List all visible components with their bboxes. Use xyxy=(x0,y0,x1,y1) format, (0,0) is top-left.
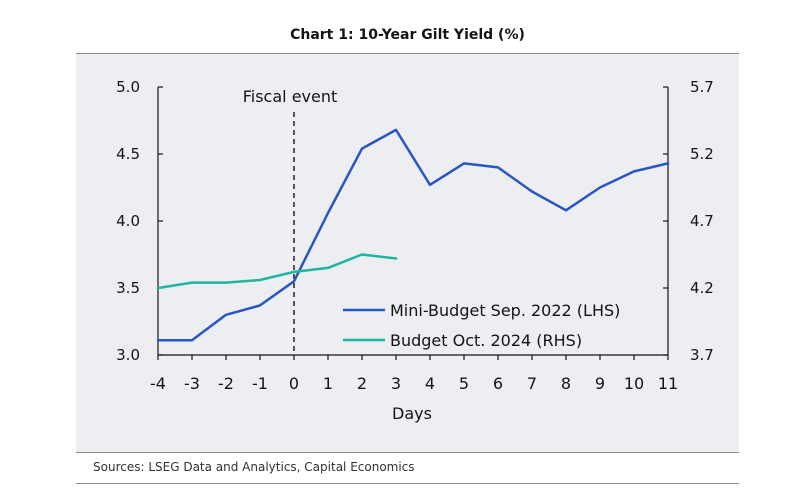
x-tick-label: 7 xyxy=(527,374,537,393)
y-left-tick-label: 3.0 xyxy=(116,346,140,364)
y-left-tick-label: 4.0 xyxy=(116,212,140,230)
y-right-tick-label: 5.2 xyxy=(690,145,714,163)
x-tick-label: 3 xyxy=(391,374,401,393)
y-right-tick-label: 4.2 xyxy=(690,279,714,297)
x-tick-label: 6 xyxy=(493,374,503,393)
y-left-tick-label: 4.5 xyxy=(116,145,140,163)
x-tick-label: 8 xyxy=(561,374,571,393)
y-left-tick-label: 3.5 xyxy=(116,279,140,297)
y-right-tick-label: 3.7 xyxy=(690,346,714,364)
y-left-tick-label: 5.0 xyxy=(116,78,140,96)
y-right-tick-label: 5.7 xyxy=(690,78,714,96)
bottom-divider xyxy=(76,483,739,484)
plot-background xyxy=(76,54,739,452)
series-line-2 xyxy=(156,253,398,290)
chart-title: Chart 1: 10-Year Gilt Yield (%) xyxy=(290,27,525,43)
x-tick-label: 9 xyxy=(595,374,605,393)
x-tick-label: 11 xyxy=(658,374,678,393)
annotation-fiscal-event: Fiscal event xyxy=(243,87,338,106)
legend-label-2: Budget Oct. 2024 (RHS) xyxy=(390,331,582,350)
x-tick-label: -2 xyxy=(218,374,234,393)
x-tick-label: 0 xyxy=(289,374,299,393)
x-tick-label: -3 xyxy=(184,374,200,393)
series-layer xyxy=(156,112,670,355)
axes-layer: 3.0 3.5 4.0 4.5 5.0 3.7 4.2 4.7 5.2 5.7 -4 -3 -2 -1 0 1… xyxy=(116,78,714,393)
title-divider xyxy=(76,53,739,54)
x-tick-label: -1 xyxy=(252,374,268,393)
x-axis-label: Days xyxy=(392,404,432,423)
x-tick-label: 2 xyxy=(357,374,367,393)
x-tick-label: 5 xyxy=(459,374,469,393)
legend-label-1: Mini-Budget Sep. 2022 (LHS) xyxy=(390,301,620,320)
x-tick-label: -4 xyxy=(150,374,166,393)
x-tick-label: 1 xyxy=(323,374,333,393)
legend: Mini-Budget Sep. 2022 (LHS) Budget Oct. 2… xyxy=(343,301,620,350)
x-tick-label: 10 xyxy=(624,374,644,393)
source-note: Sources: LSEG Data and Analytics, Capita… xyxy=(93,460,415,474)
x-tick-label: 4 xyxy=(425,374,435,393)
series-line-1 xyxy=(156,128,670,342)
footer-divider xyxy=(76,452,739,453)
y-right-tick-label: 4.7 xyxy=(690,212,714,230)
